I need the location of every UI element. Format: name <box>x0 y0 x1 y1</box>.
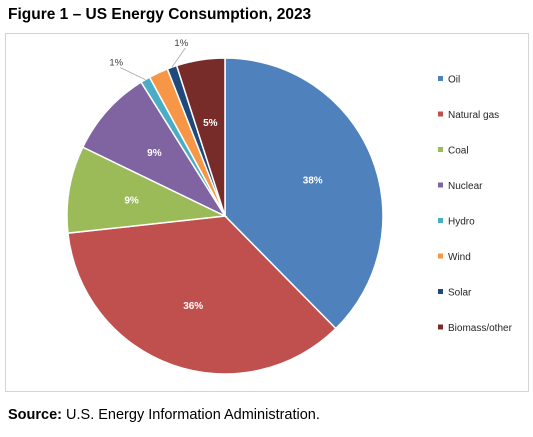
legend-label-nuclear: Nuclear <box>448 181 483 192</box>
pie-slice-biomass-other <box>175 57 226 217</box>
legend-label-oil: Oil <box>448 75 460 86</box>
legend-label-natural-gas: Natural gas <box>448 110 499 121</box>
legend-swatch-biomass-other <box>438 324 443 330</box>
legend-swatch-nuclear <box>438 182 443 188</box>
legend-swatch-wind <box>438 253 443 259</box>
data-label-coal: 9% <box>124 195 139 206</box>
legend-label-biomass-other: Biomass/other <box>448 323 513 334</box>
pie-slice-natural-gas <box>67 215 337 375</box>
legend-swatch-coal <box>438 147 443 152</box>
leader-line-solar <box>171 47 186 68</box>
pie-slice-oil <box>224 57 384 330</box>
data-label-oil: 38% <box>303 176 323 187</box>
legend-label-solar: Solar <box>448 288 472 299</box>
pie-slice-nuclear <box>81 81 228 218</box>
legend-label-coal: Coal <box>448 146 469 157</box>
figure-title: Figure 1 – US Energy Consumption, 2023 <box>8 6 312 23</box>
data-label-biomass-other: 5% <box>203 118 218 129</box>
legend-swatch-hydro <box>438 218 443 223</box>
source-text: U.S. Energy Information Administration. <box>66 407 320 423</box>
leader-line-hydro <box>120 67 146 80</box>
pie-slice-coal <box>66 146 228 234</box>
source-label: Source: <box>8 407 62 423</box>
data-label-hydro: 1% <box>109 58 123 69</box>
source-note: Source: U.S. Energy Information Administ… <box>8 407 320 423</box>
legend-label-hydro: Hydro <box>448 217 475 228</box>
chart-area: 38% Oil 36% Natural gas 9% Coal 9% Nuclear 1% Hyd… <box>5 33 529 392</box>
data-label-natural-gas: 36% <box>183 301 203 312</box>
legend-swatch-natural-gas <box>438 111 443 117</box>
data-label-nuclear: 9% <box>147 148 162 159</box>
data-label-solar: 1% <box>174 38 188 49</box>
legend-swatch-oil <box>438 76 443 81</box>
legend-label-wind: Wind <box>448 252 471 263</box>
pie-chart: 38% Oil 36% Natural gas 9% Coal 9% Nuclear 1% Hyd… <box>66 38 513 375</box>
legend-swatch-solar <box>438 289 443 294</box>
